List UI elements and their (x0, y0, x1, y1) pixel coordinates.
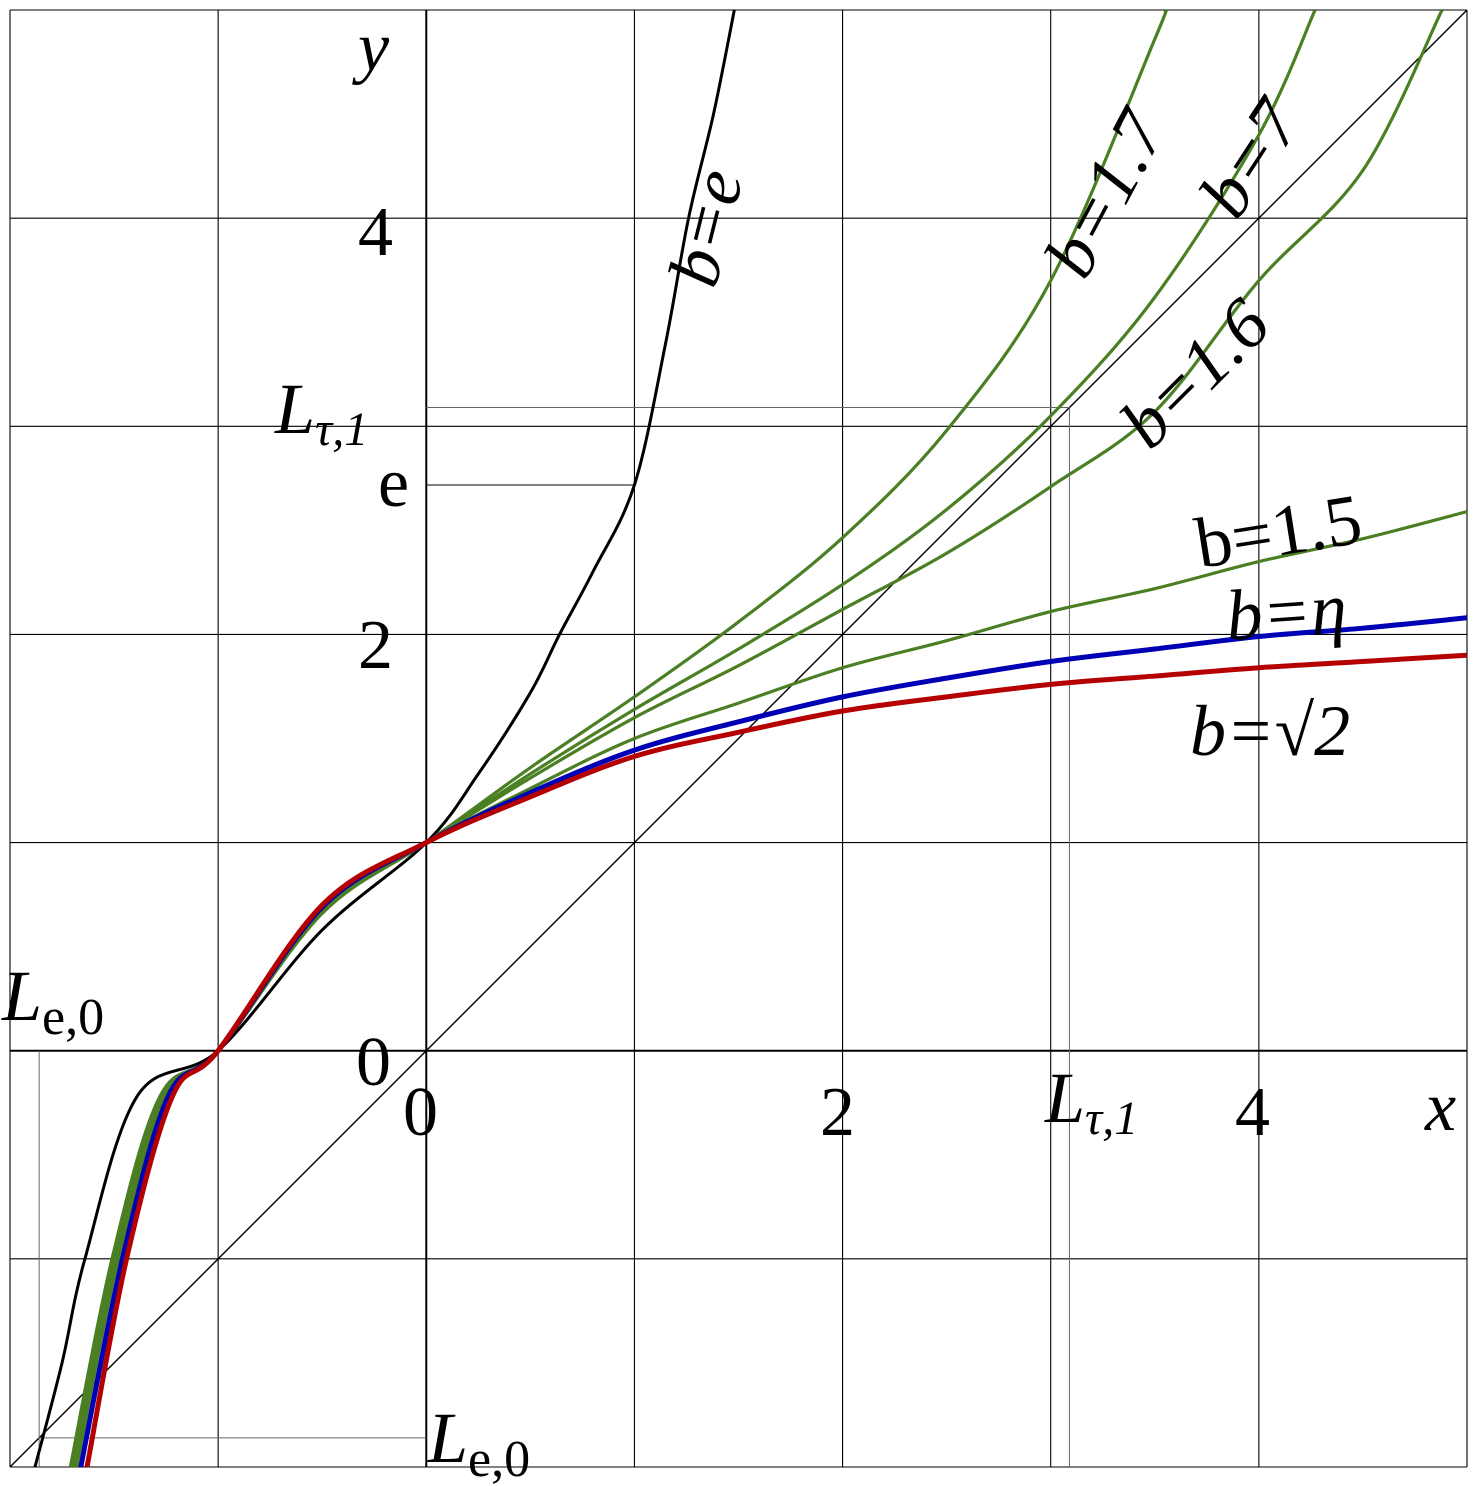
y-tick-label: 2 (358, 607, 393, 684)
series-line-0 (33, 10, 736, 1468)
series-label-b-sqrt2: b=√2 (1190, 691, 1350, 771)
series-line-1 (68, 10, 1169, 1468)
series-line-5 (78, 615, 1468, 1468)
series-curves (33, 10, 1468, 1468)
series-label-b-eta: b=η (1224, 568, 1350, 656)
l-tau-1-x-label: Lτ,1 (1044, 1058, 1138, 1145)
series-line-6 (84, 652, 1468, 1468)
e-label: e (378, 445, 409, 522)
series-label-b-e: b=e (653, 161, 759, 293)
reference-marks (9, 9, 1468, 1468)
l-e-0-x-label: Le,0 (427, 1398, 530, 1486)
x-tick-label: 2 (820, 1074, 855, 1151)
x-tick-label: 0 (403, 1074, 438, 1151)
x-tick-label: 4 (1235, 1074, 1270, 1151)
diagonal-line (9, 9, 1468, 1468)
y-axis-label: y (352, 9, 390, 86)
l-e-0-y-label: Le,0 (1, 956, 104, 1046)
series-line-2 (70, 10, 1317, 1468)
series-label-b-7: b=7 (1183, 83, 1317, 230)
y-tick-label: 0 (356, 1024, 391, 1101)
l-tau-1-y-label: Lτ,1 (274, 369, 368, 456)
x-axis-label: x (1424, 1069, 1456, 1146)
grid (9, 9, 1468, 1468)
series-label-b-1.7: b=1.7 (1028, 95, 1182, 289)
y-tick-label: 4 (358, 194, 393, 271)
series-label-b-1.6: b=1.6 (1105, 283, 1285, 463)
